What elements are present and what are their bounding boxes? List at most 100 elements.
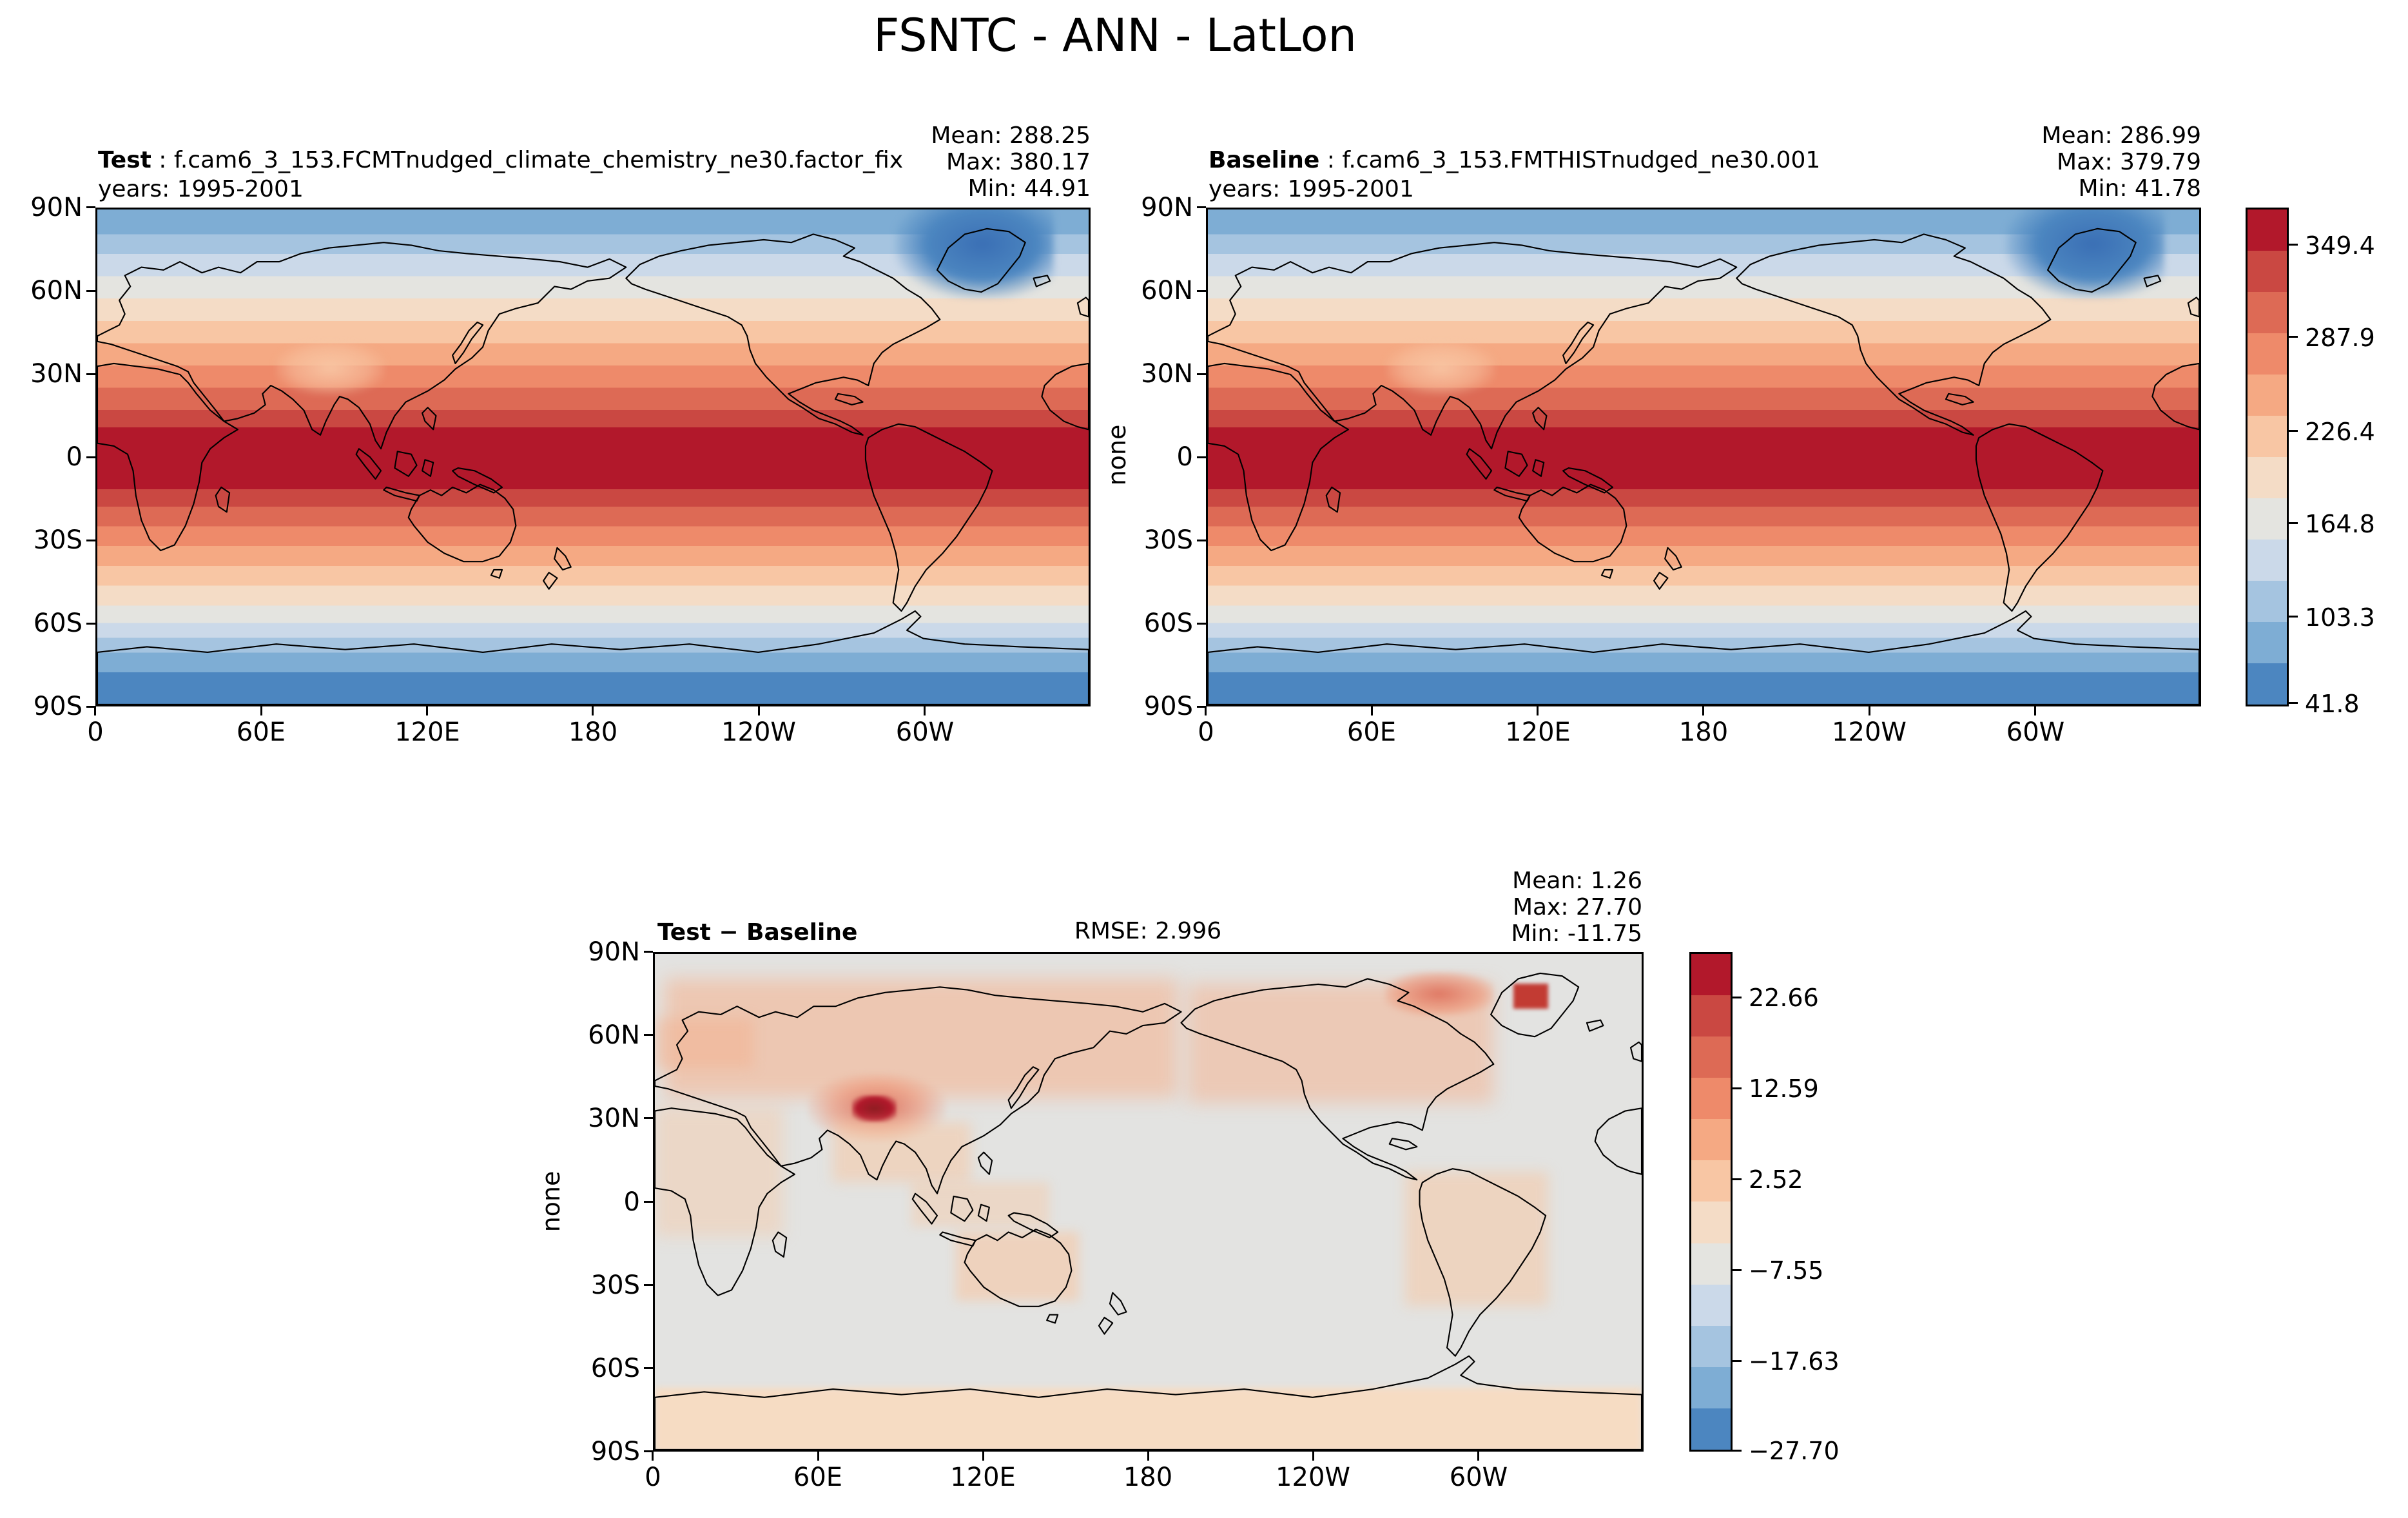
tick-mark <box>592 706 594 715</box>
baseline-run-name: : f.cam6_3_153.FMTHISTnudged_ne30.001 <box>1319 147 1821 173</box>
y-tick-label: 60S <box>33 608 83 638</box>
x-tick-label: 0 <box>87 717 104 747</box>
diff-panel-title: Test − Baseline <box>657 919 858 946</box>
tick-mark <box>644 1117 653 1119</box>
greenland-cold-blob <box>895 209 1054 299</box>
colorbar-segment <box>2248 333 2287 375</box>
colorbar-segment <box>1691 1202 1731 1243</box>
colorbar-tick-label: 103.3 <box>2305 603 2375 632</box>
colorbar-segment <box>2248 416 2287 457</box>
seasia-warm-patch <box>832 1122 971 1182</box>
y-tick-label: 90S <box>1143 692 1193 721</box>
colorbar-segment <box>1691 995 1731 1037</box>
colorbar-segment <box>2248 251 2287 292</box>
colorbar-segment <box>1691 954 1731 996</box>
tick-mark <box>1733 1269 1742 1271</box>
tibet-warm-patch <box>1386 340 1495 395</box>
colorbar-segment <box>1691 1160 1731 1202</box>
colorbar-segment <box>1691 1325 1731 1367</box>
baseline-map <box>1206 208 2201 706</box>
colorbar-tick-label: −7.55 <box>1749 1256 1824 1285</box>
tick-mark <box>2289 522 2298 524</box>
colorbar-tick-label: 226.4 <box>2305 418 2375 446</box>
test-stats: Mean: 288.25 Max: 380.17 Min: 44.91 <box>704 122 1091 202</box>
tick-mark <box>644 1367 653 1369</box>
tick-mark <box>758 706 760 715</box>
x-tick-label: 180 <box>1123 1463 1173 1492</box>
tick-mark <box>644 1034 653 1036</box>
tick-mark <box>1197 373 1206 375</box>
tick-mark <box>817 1452 819 1461</box>
colorbar-tick-label: 22.66 <box>1749 984 1819 1012</box>
colorbar-segment <box>2248 663 2287 705</box>
tick-mark <box>86 456 95 458</box>
diff-max: Max: 27.70 <box>1512 894 1642 920</box>
tick-mark <box>1869 706 1870 715</box>
tick-mark <box>426 706 428 715</box>
x-tick-label: 180 <box>1678 717 1729 747</box>
y-tick-label: 0 <box>66 442 83 472</box>
y-tick-label: 0 <box>1176 442 1193 472</box>
x-tick-label: 60E <box>236 717 286 747</box>
tick-mark <box>2289 336 2298 338</box>
x-tick-label: 60E <box>793 1463 843 1492</box>
x-tick-label: 120E <box>950 1463 1016 1492</box>
colorbar-tick-label: 287.9 <box>2305 324 2375 352</box>
test-years: years: 1995-2001 <box>98 176 304 202</box>
tick-mark <box>2289 244 2298 246</box>
tick-mark <box>924 706 926 715</box>
x-tick-label: 60W <box>2006 717 2065 747</box>
baseline-stats: Mean: 286.99 Max: 379.79 Min: 41.78 <box>1814 122 2201 202</box>
y-tick-label: 30N <box>1141 359 1193 389</box>
y-tick-label: 30N <box>588 1104 640 1133</box>
colorbar-segment <box>2248 292 2287 333</box>
x-tick-label: 60W <box>895 717 955 747</box>
x-tick-label: 0 <box>1198 717 1214 747</box>
tick-mark <box>1371 706 1373 715</box>
colorbar-segment <box>1691 1078 1731 1120</box>
tick-mark <box>86 206 95 208</box>
colorbar-tick-label: −27.70 <box>1749 1437 1840 1465</box>
test-mean: Mean: 288.25 <box>931 122 1091 149</box>
x-tick-label: 0 <box>645 1463 661 1492</box>
x-tick-label: 120W <box>1276 1463 1350 1492</box>
greenland-cold-blob <box>2006 209 2165 299</box>
colorbar-tick-label: 12.59 <box>1749 1075 1819 1103</box>
colorbar-segment <box>1691 1367 1731 1408</box>
tick-mark <box>652 1452 654 1461</box>
diff-y-axis-label: none <box>537 1171 565 1232</box>
antarctica-warm-band <box>655 1387 1642 1450</box>
tick-mark <box>1197 206 1206 208</box>
y-tick-label: 90S <box>590 1437 640 1466</box>
colorbar-tick-label: 164.8 <box>2305 510 2375 538</box>
baseline-mean: Mean: 286.99 <box>2041 122 2201 149</box>
y-tick-label: 90N <box>588 937 640 967</box>
y-tick-label: 30S <box>33 525 83 555</box>
tick-mark <box>86 540 95 541</box>
himalaya-hotspot <box>852 1095 897 1123</box>
baseline-years: years: 1995-2001 <box>1209 176 1414 202</box>
tick-mark <box>1147 1452 1149 1461</box>
y-tick-label: 90N <box>30 193 83 222</box>
y-tick-label: 60S <box>1143 608 1193 638</box>
colorbar-segment <box>2248 540 2287 581</box>
tick-mark <box>1197 540 1206 541</box>
diff-colorbar <box>1689 952 1733 1452</box>
colorbar-segment <box>1691 1119 1731 1161</box>
colorbar-tick-label: 41.8 <box>2305 690 2360 718</box>
x-tick-label: 60W <box>1449 1463 1508 1492</box>
diff-min: Min: -11.75 <box>1511 920 1642 947</box>
y-tick-label: 30N <box>30 359 83 389</box>
y-tick-label: 60N <box>1141 276 1193 306</box>
tick-mark <box>2034 706 2036 715</box>
coastlines <box>655 972 1642 1450</box>
colorbar-segment <box>2248 209 2287 251</box>
baseline-min: Min: 41.78 <box>2078 175 2201 202</box>
tick-mark <box>1312 1452 1314 1461</box>
south-america-warm-patch <box>1404 1172 1548 1306</box>
x-tick-label: 60E <box>1346 717 1397 747</box>
y-tick-label: 90S <box>33 692 83 721</box>
tick-mark <box>644 951 653 953</box>
tick-mark <box>1702 706 1704 715</box>
colorbar-tick-label: 2.52 <box>1749 1165 1803 1194</box>
